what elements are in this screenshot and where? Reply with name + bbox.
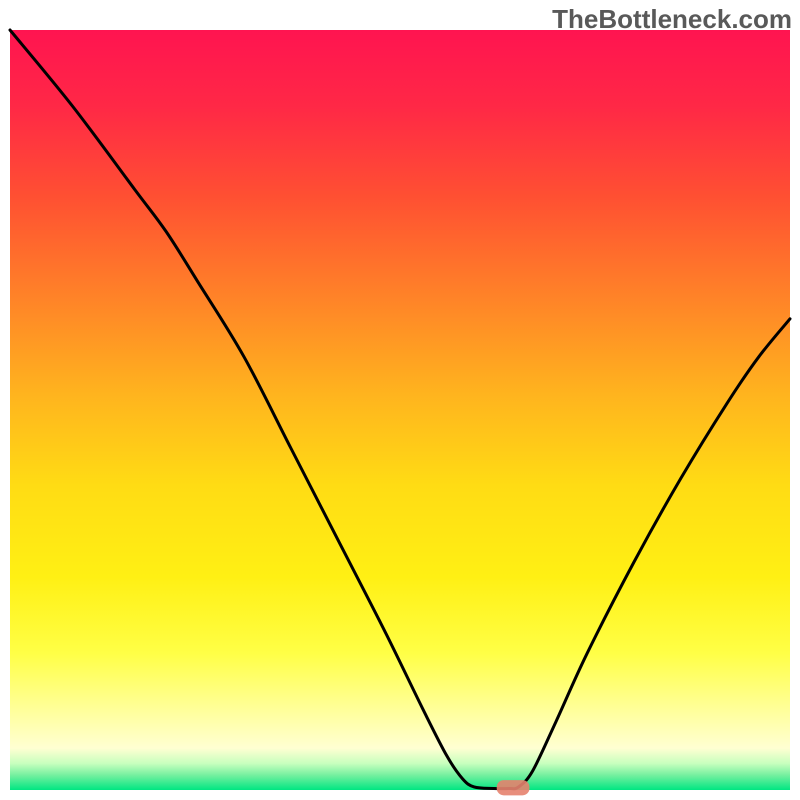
watermark-text: TheBottleneck.com	[552, 4, 792, 35]
gradient-background	[10, 30, 790, 790]
optimal-point-marker	[497, 780, 530, 795]
chart-svg	[0, 0, 800, 800]
chart-container: TheBottleneck.com	[0, 0, 800, 800]
